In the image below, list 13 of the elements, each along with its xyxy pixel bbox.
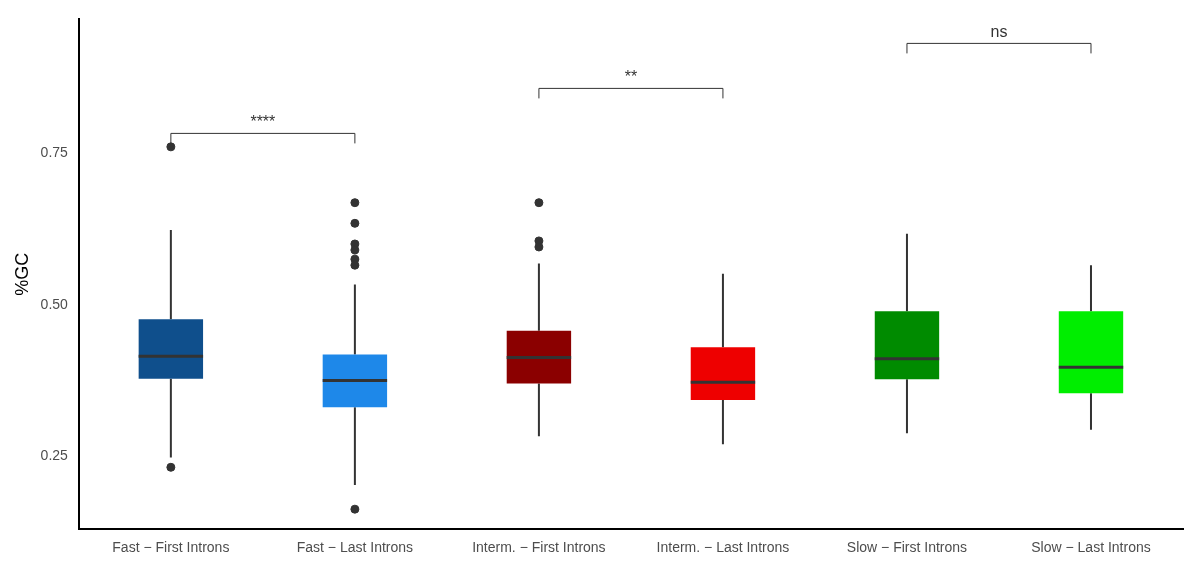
x-tick-label: Slow − First Introns [846, 539, 968, 556]
x-tick-label: Interm. − First Introns [472, 539, 606, 556]
y-axis-title: %GC [11, 252, 32, 296]
x-tick-label: Fast − Last Introns [296, 539, 414, 556]
y-tick-label: 0.25 [40, 447, 69, 464]
annotation: **** [250, 112, 276, 130]
y-tick-label: 0.50 [40, 295, 69, 312]
x-tick-label: Fast − First Introns [112, 539, 230, 556]
x-tick-label: Interm. − Last Introns [656, 539, 790, 556]
annotation: ns [990, 22, 1008, 40]
x-tick-label: Slow − Last Introns [1031, 539, 1151, 556]
annotation: ** [624, 67, 638, 85]
y-tick-label: 0.75 [40, 143, 69, 160]
